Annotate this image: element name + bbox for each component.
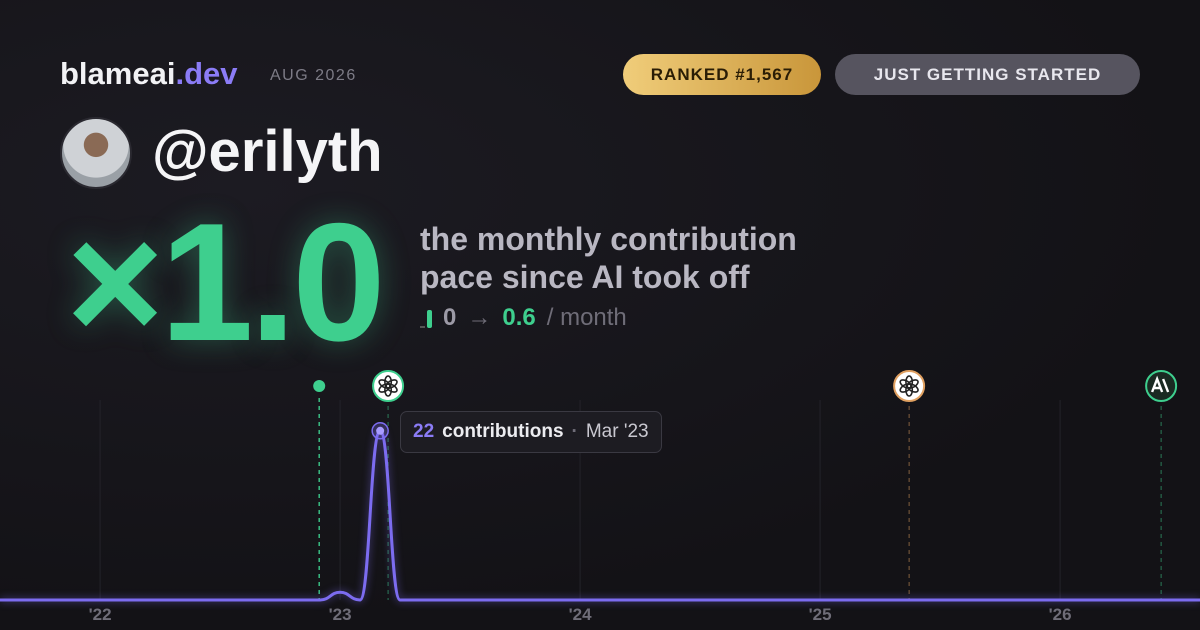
pace: 0 → 0.6 / month (420, 304, 627, 332)
brand-name: blameai (60, 56, 176, 91)
pace-unit: / month (546, 304, 627, 331)
x-tick-label: '23 (329, 605, 352, 624)
brand-tld: .dev (175, 56, 238, 91)
x-tick-label: '25 (809, 605, 832, 624)
separator: · (571, 421, 578, 442)
x-tick-label: '24 (569, 605, 592, 624)
anthropic-logo (1150, 375, 1170, 393)
avatar (60, 117, 132, 189)
tooltip-date: Mar '23 (585, 421, 649, 442)
description-line: the monthly contribution (420, 221, 797, 257)
rank-badge: RANKED #1,567 (623, 54, 821, 95)
contribution-line (0, 429, 1200, 602)
description-line: pace since AI took off (420, 259, 750, 295)
pace-icon (420, 308, 432, 328)
tooltip: 22 contributions · Mar '23 (400, 411, 662, 453)
handle: @erilyth (152, 119, 383, 184)
event-icon (893, 370, 926, 402)
pace-before: 0 (443, 304, 457, 331)
event-icon (372, 370, 405, 402)
pace-arrow: → (467, 304, 492, 331)
description: the monthly contribution pace since AI t… (420, 220, 797, 296)
highlight-dot (376, 426, 385, 435)
x-tick-label: '22 (89, 605, 112, 624)
pace-after: 0.6 (502, 304, 536, 331)
x-tick-label: '26 (1049, 605, 1072, 624)
openai-logo (378, 379, 391, 389)
status-badge: JUST GETTING STARTED (835, 54, 1140, 95)
tooltip-unit: contributions (442, 421, 564, 442)
openai-logo (899, 379, 912, 389)
brand: blameai.dev (60, 56, 237, 92)
multiplier: ×1.0 (66, 188, 386, 376)
date: AUG 2026 (270, 67, 357, 84)
event-icon (1145, 370, 1178, 402)
event-dot (313, 380, 326, 392)
tooltip-value: 22 (413, 421, 435, 442)
